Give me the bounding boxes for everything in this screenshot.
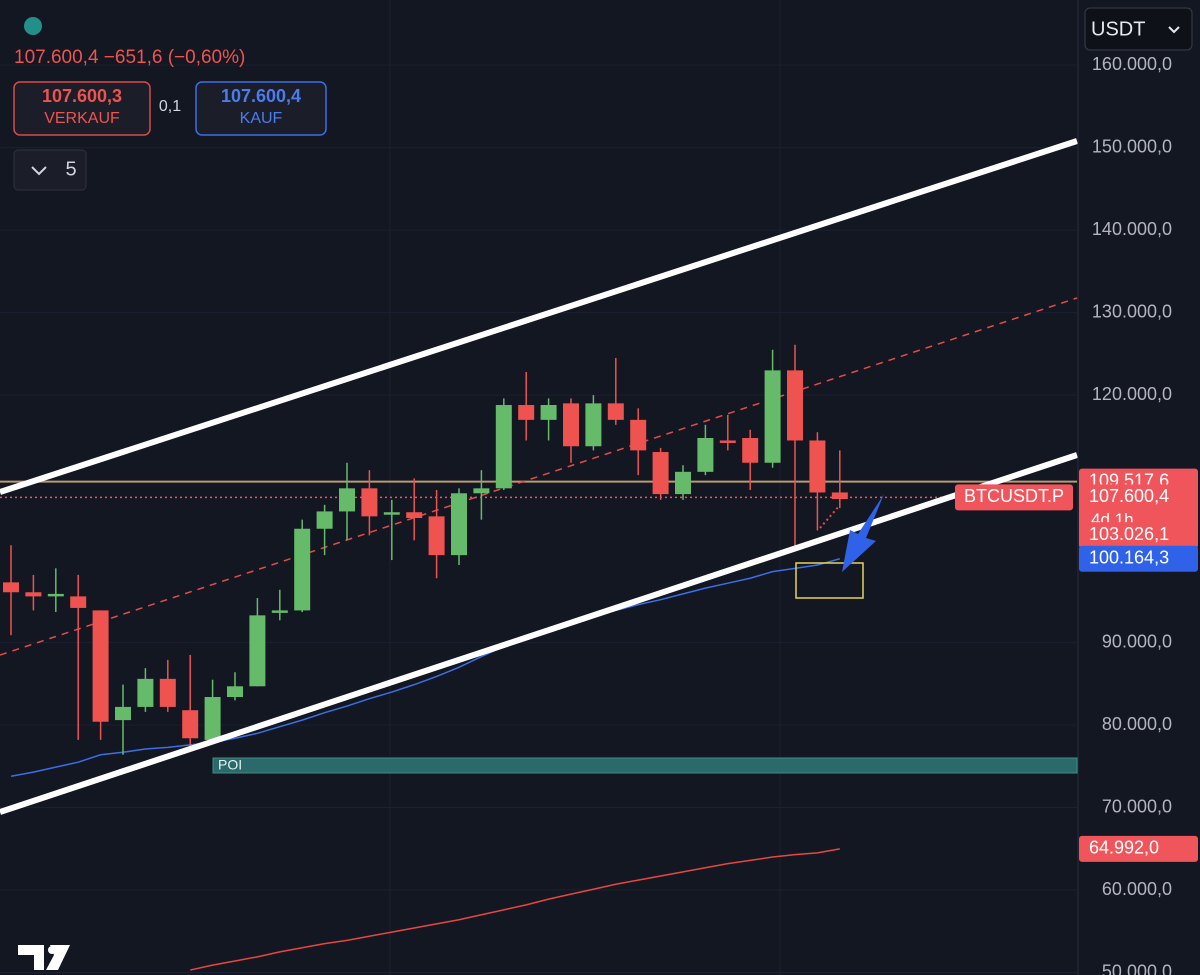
poi-label: POI <box>218 757 242 773</box>
candle-body <box>249 615 266 687</box>
candle-body <box>473 488 490 494</box>
sell-label: VERKAUF <box>44 110 120 127</box>
candle-body <box>92 610 109 722</box>
price-label-box <box>1079 522 1198 549</box>
axis-labels: 160.000,0 150.000,0 140.000,0 130.000,0 120.… <box>1092 54 1172 975</box>
candle-body <box>495 405 512 489</box>
candle-body <box>809 440 826 493</box>
candle-body <box>451 493 467 556</box>
price-label-box <box>1079 835 1198 862</box>
candle-body <box>115 706 131 721</box>
target-box <box>795 562 864 599</box>
candle-body <box>361 488 378 517</box>
chevron <box>31 166 47 176</box>
candle-body <box>294 528 311 611</box>
candle-body <box>227 686 243 698</box>
candle-body <box>831 492 848 500</box>
last-price-change: 107.600,4 −651,6 (−0,60%) <box>14 47 245 68</box>
y-tick-label: 70.000,0 <box>1102 796 1172 816</box>
indicators-count: 5 <box>65 158 76 180</box>
spread: 0,1 <box>159 98 181 115</box>
candle-body <box>540 405 557 420</box>
symbol: BTCUSDT.P <box>964 486 1064 506</box>
candle-body <box>630 419 647 451</box>
candle-body <box>652 452 669 495</box>
candle-body <box>47 593 64 597</box>
price-label-box <box>1079 545 1198 572</box>
buy-button[interactable] <box>195 81 327 136</box>
y-tick-label: 120.000,0 <box>1092 384 1172 404</box>
level-lines <box>0 480 1077 499</box>
candle-body <box>339 488 355 512</box>
channel-lower <box>0 452 1078 815</box>
status-dot <box>24 17 42 35</box>
price-label: 100.164,3 <box>1089 547 1169 567</box>
price-label: 103.026,1 <box>1089 524 1169 544</box>
candle-body <box>159 678 176 707</box>
candles <box>3 344 848 755</box>
chevron <box>1168 26 1180 34</box>
arrow <box>842 494 884 572</box>
y-tick-label: 80.000,0 <box>1102 714 1172 734</box>
moving-average <box>10 558 841 777</box>
candle-body <box>428 516 445 556</box>
candle-body <box>3 582 19 593</box>
y-tick-label: 160.000,0 <box>1092 54 1172 74</box>
buy-label: KAUF <box>240 110 283 127</box>
moving-average <box>190 848 840 971</box>
price-label: 64.992,0 <box>1089 838 1159 858</box>
currency-select[interactable] <box>1084 7 1193 51</box>
y-tick-label: 150.000,0 <box>1092 136 1172 156</box>
symbol-box <box>955 484 1073 511</box>
candle-body <box>607 403 624 420</box>
logo <box>18 945 70 970</box>
currency: USDT <box>1091 18 1145 40</box>
y-tick-label: 60.000,0 <box>1102 879 1172 899</box>
projection <box>819 504 841 529</box>
candle-body <box>742 438 759 463</box>
candle-body <box>406 512 423 519</box>
logo-dot <box>48 946 56 954</box>
sell-button[interactable] <box>13 81 151 136</box>
candle-body <box>518 405 535 420</box>
y-tick-label: 130.000,0 <box>1092 301 1172 321</box>
candle-body <box>182 710 199 739</box>
candle-body <box>675 471 691 495</box>
indicators-toggle[interactable] <box>13 149 87 191</box>
candle-body <box>563 403 579 447</box>
candle-body <box>137 678 154 707</box>
candle-body <box>316 511 333 529</box>
channel-upper <box>0 138 1078 495</box>
price-label-box <box>1079 484 1198 533</box>
candle-body <box>25 592 42 597</box>
candle-body <box>585 403 602 447</box>
price-label: 107.600,4 <box>1089 486 1169 506</box>
candle-body <box>697 438 714 472</box>
candle-body <box>271 610 288 613</box>
candle-body <box>204 697 221 740</box>
y-tick-label: 140.000,0 <box>1092 219 1172 239</box>
moving-averages <box>10 558 841 971</box>
y-tick-label: 90.000,0 <box>1102 631 1172 651</box>
sell-price: 107.600,3 <box>42 86 122 106</box>
y-tick-label: 50.000,0 <box>1102 961 1172 975</box>
candle-body <box>787 370 803 441</box>
poi-zone <box>212 757 1078 774</box>
candle-body <box>719 440 736 443</box>
grid <box>0 64 1077 974</box>
candle-body <box>383 512 400 515</box>
candle-body <box>764 370 781 463</box>
buy-price: 107.600,4 <box>221 86 301 106</box>
candle-body <box>70 596 87 608</box>
